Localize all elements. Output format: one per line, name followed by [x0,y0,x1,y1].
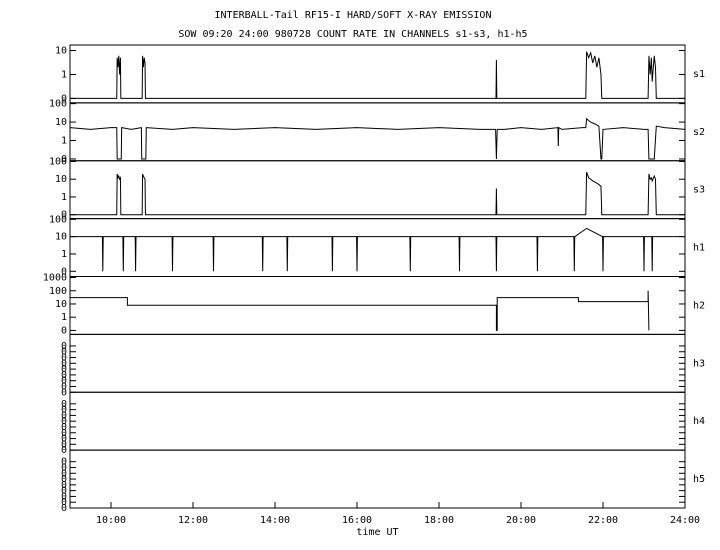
y-tick-label: 100 [49,286,67,297]
y-tick-label: 10 [55,46,67,57]
y-tick-label: 0 [61,445,67,456]
y-tick-label: 0 [61,370,67,381]
y-tick-label: 10 [55,232,67,243]
y-tick-label: 10 [55,117,67,128]
chart-title: INTERBALL-Tail RF15-I HARD/SOFT X-RAY EM… [215,10,492,21]
y-tick-label: 0 [61,341,67,352]
x-tick-label: 22:00 [588,515,618,526]
chart-subtitle: SOW 09:20 24:00 980728 COUNT RATE IN CHA… [178,29,527,40]
y-tick-label: 1 [61,69,67,80]
y-tick-label: 0 [61,325,67,336]
data-line [70,51,685,99]
y-tick-label: 0 [61,358,67,369]
y-tick-label: 0 [61,474,67,485]
panel-label: h4 [693,416,705,427]
x-tick-label: 18:00 [424,515,454,526]
x-tick-label: 14:00 [260,515,290,526]
x-tick-label: 20:00 [506,515,536,526]
panel-label: s1 [693,69,705,80]
x-axis-label: time UT [356,527,398,538]
panel-label: h3 [693,358,705,369]
y-tick-label: 0 [61,353,67,364]
panel-label: h5 [693,474,705,485]
y-tick-label: 0 [61,210,67,221]
y-tick-label: 0 [61,416,67,427]
y-tick-label: 0 [61,457,67,468]
data-line [70,171,685,216]
data-line [70,227,685,272]
y-tick-label: 10 [55,174,67,185]
x-tick-label: 10:00 [96,515,126,526]
panel-label: s3 [693,185,705,196]
y-tick-label: 10 [55,299,67,310]
y-tick-label: 0 [61,347,67,358]
panel-label: h2 [693,300,705,311]
data-line [70,290,650,331]
x-tick-label: 24:00 [670,515,700,526]
y-tick-label: 0 [61,154,67,165]
y-tick-label: 1 [61,249,67,260]
y-tick-label: 0 [61,434,67,445]
y-tick-label: 0 [61,480,67,491]
y-tick-label: 0 [61,439,67,450]
x-tick-label: 12:00 [178,515,208,526]
y-tick-label: 100 [49,99,67,110]
y-tick-label: 0 [61,428,67,439]
y-tick-label: 0 [61,399,67,410]
x-tick-label: 16:00 [342,515,372,526]
data-line [69,117,686,160]
y-tick-label: 1 [61,312,67,323]
y-tick-label: 0 [61,376,67,387]
y-tick-label: 0 [61,410,67,421]
y-tick-label: 0 [61,491,67,502]
y-tick-label: 100 [49,214,67,225]
y-tick-label: 0 [61,503,67,514]
y-tick-label: 1 [61,192,67,203]
y-tick-label: 0 [61,387,67,398]
y-tick-label: 0 [61,364,67,375]
y-tick-label: 100 [49,156,67,167]
y-tick-label: 0 [61,497,67,508]
panel-label: s2 [693,127,705,138]
y-tick-label: 0 [61,468,67,479]
y-tick-label: 0 [61,486,67,497]
y-tick-label: 0 [61,422,67,433]
panel-label: h1 [693,243,705,254]
y-tick-label: 1 [61,136,67,147]
y-tick-label: 0 [61,266,67,277]
y-tick-label: 0 [61,93,67,104]
y-tick-label: 0 [61,405,67,416]
y-tick-label: 1000 [43,273,67,284]
y-tick-label: 0 [61,462,67,473]
y-tick-label: 0 [61,381,67,392]
